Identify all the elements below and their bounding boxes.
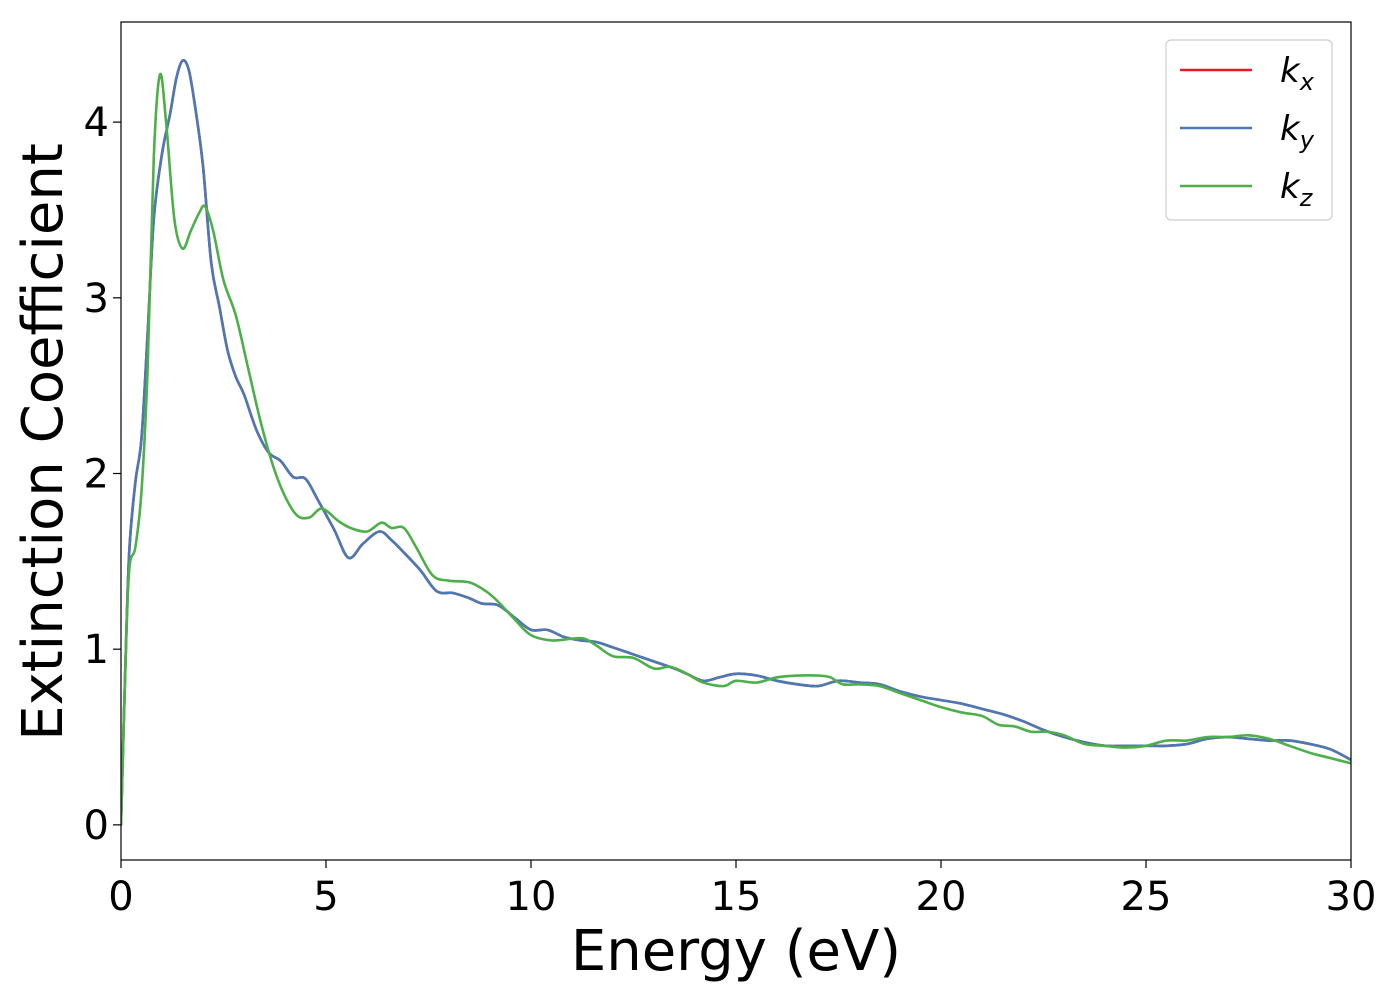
y-tick-label: 4 (84, 100, 109, 146)
legend-label-k-y: ky (1280, 109, 1315, 154)
y-tick-label: 0 (84, 803, 109, 849)
y-tick-label: 1 (84, 627, 109, 673)
y-tick-label: 3 (84, 276, 109, 322)
x-tick-label: 25 (1121, 874, 1172, 920)
x-tick-label: 0 (108, 874, 133, 920)
y-axis-title: Extinction Coefficient (11, 143, 76, 741)
y-tick-label: 2 (84, 452, 109, 498)
ticks-layer: 0 5 10 15 20 25 30 0 1 2 3 4 (84, 100, 1377, 920)
x-tick-label: 20 (916, 874, 967, 920)
legend-label-k-x: kx (1280, 51, 1315, 96)
plot-background (121, 22, 1351, 860)
x-tick-label: 10 (506, 874, 557, 920)
series-layer (121, 59, 1351, 827)
series-line-k-z (121, 72, 1351, 827)
x-tick-label: 5 (313, 874, 338, 920)
plot-area (121, 22, 1351, 860)
x-tick-label: 30 (1326, 874, 1377, 920)
x-axis-title: Energy (eV) (571, 919, 901, 984)
legend-box (1165, 39, 1333, 221)
x-tick-label: 15 (711, 874, 762, 920)
